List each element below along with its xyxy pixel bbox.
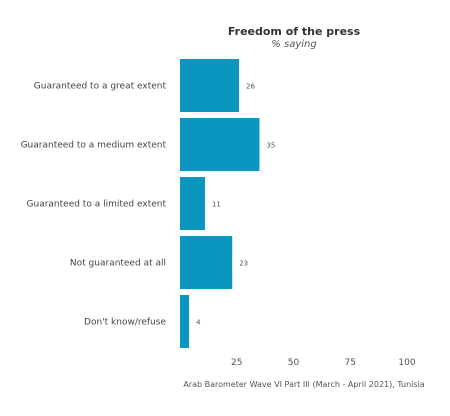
source-caption: Arab Barometer Wave VI Part III (March -… [183, 380, 424, 389]
category-label: Guaranteed to a limited extent [27, 200, 167, 210]
value-label: 23 [239, 260, 248, 268]
chart-title: Freedom of the press [228, 25, 361, 38]
value-labels: 26 35 11 23 4 [196, 83, 275, 327]
x-tick-label: 100 [398, 358, 415, 368]
category-label: Not guaranteed at all [70, 259, 166, 269]
value-label: 26 [246, 83, 255, 91]
category-label: Don't know/refuse [84, 318, 166, 328]
category-label: Guaranteed to a medium extent [21, 141, 167, 151]
category-labels: Guaranteed to a great extent Guaranteed t… [21, 82, 167, 328]
bar [180, 177, 205, 230]
value-label: 35 [266, 142, 275, 150]
category-label: Guaranteed to a great extent [34, 82, 167, 92]
x-tick-label: 25 [231, 358, 242, 368]
bar [180, 236, 233, 289]
chart-subtitle: % saying [271, 39, 316, 50]
bars-group [180, 59, 260, 348]
value-label: 11 [212, 201, 221, 209]
x-axis-ticks: 25 50 75 100 [231, 358, 416, 368]
x-tick-label: 50 [288, 358, 300, 368]
bar [180, 59, 240, 112]
bar [180, 295, 190, 348]
bar [180, 118, 260, 171]
x-tick-label: 75 [345, 358, 356, 368]
value-label: 4 [196, 319, 201, 327]
